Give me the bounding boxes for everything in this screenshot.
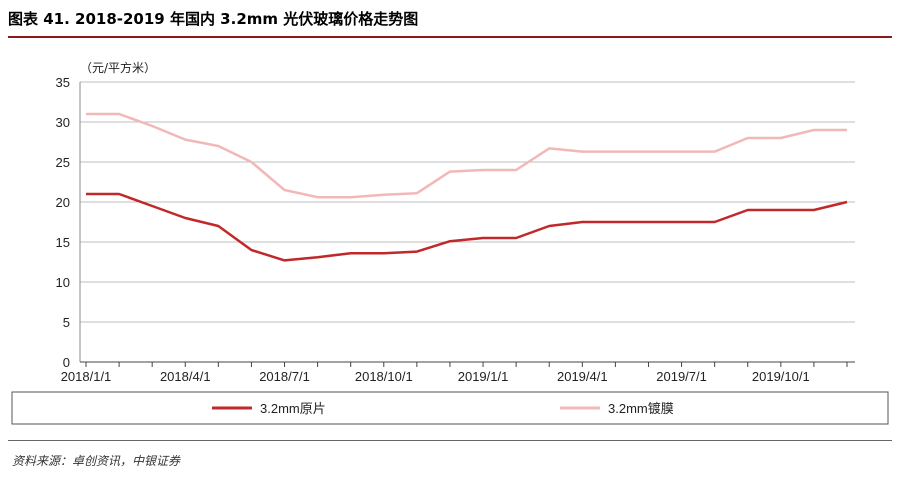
legend-label: 3.2mm原片 xyxy=(260,401,326,416)
legend-box xyxy=(11,391,889,425)
y-tick-label: 5 xyxy=(63,315,70,330)
y-axis-ticks: 0 5 10 15 20 25 30 35 xyxy=(56,75,70,370)
source-divider xyxy=(8,440,892,441)
source-note: 资料来源：卓创资讯，中银证券 xyxy=(12,454,181,468)
x-tick-label: 2019/10/1 xyxy=(752,369,810,384)
series-line xyxy=(86,192,848,262)
y-tick-label: 0 xyxy=(63,355,70,370)
y-tick-label: 30 xyxy=(56,115,70,130)
x-tick-label: 2019/4/1 xyxy=(557,369,608,384)
y-axis-unit-label: （元/平方米） xyxy=(80,60,156,75)
x-tick-label: 2018/1/1 xyxy=(61,369,112,384)
x-axis: 2018/1/1 2018/4/1 2018/7/1 2018/10/1 2019/1/… xyxy=(61,361,855,384)
x-tick-label: 2019/7/1 xyxy=(656,369,707,384)
grid-lines xyxy=(79,81,855,363)
x-tick-label: 2018/10/1 xyxy=(355,369,413,384)
y-tick-label: 20 xyxy=(56,195,70,210)
y-tick-label: 10 xyxy=(56,275,70,290)
y-tick-label: 15 xyxy=(56,235,70,250)
y-tick-label: 35 xyxy=(56,75,70,90)
x-tick-label: 2019/1/1 xyxy=(458,369,509,384)
y-tick-label: 25 xyxy=(56,155,70,170)
x-tick-label: 2018/4/1 xyxy=(160,369,211,384)
title-divider xyxy=(8,36,892,38)
legend-label: 3.2mm镀膜 xyxy=(608,401,674,416)
legend: 3.2mm原片 3.2mm镀膜 xyxy=(11,391,889,425)
x-tick-label: 2018/7/1 xyxy=(259,369,310,384)
series-line xyxy=(86,112,847,199)
chart-title: 图表 41. 2018-2019 年国内 3.2mm 光伏玻璃价格走势图 xyxy=(8,10,419,28)
series-lines xyxy=(86,112,848,262)
